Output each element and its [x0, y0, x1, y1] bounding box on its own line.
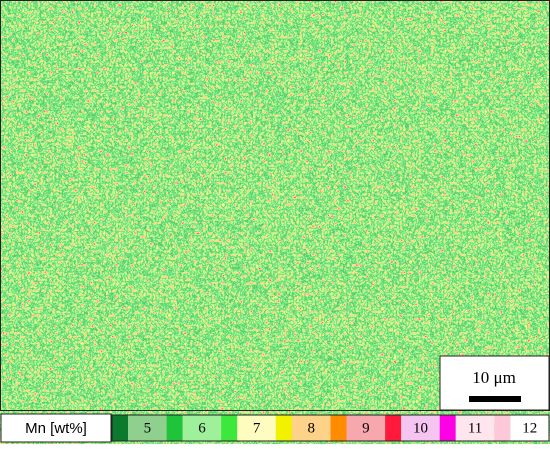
legend-cell	[510, 415, 549, 441]
legend-border	[111, 414, 550, 442]
legend-cell	[455, 415, 495, 441]
legend-tick: 9	[362, 420, 370, 436]
legend-tick: 5	[144, 420, 152, 436]
legend-marker	[330, 415, 347, 441]
element-map	[0, 0, 550, 411]
legend-title: Mn [wt%]	[25, 420, 87, 437]
legend-marker	[221, 415, 238, 441]
legend-marker	[439, 415, 456, 441]
legend-marker	[166, 415, 183, 441]
legend-tick: 7	[253, 420, 261, 436]
legend-tick: 11	[468, 420, 482, 436]
legend-tick: 10	[413, 420, 428, 436]
legend-marker	[275, 415, 292, 441]
scale-bar: 10 μm	[439, 355, 550, 411]
legend-tick: 8	[307, 420, 315, 436]
legend-tick: 6	[198, 420, 206, 436]
legend-cell	[237, 415, 276, 441]
legend-cell	[291, 415, 331, 441]
legend-marker	[494, 415, 511, 441]
legend-marker	[385, 415, 402, 441]
legend-title-box	[0, 413, 112, 443]
scale-label: 10 μm	[472, 368, 516, 387]
legend: Mn [wt%] 5 6 7 8 9 10 11 12	[0, 413, 550, 443]
scale-line	[469, 396, 521, 402]
legend-cell	[346, 415, 386, 441]
legend-cell	[401, 415, 440, 441]
legend-tick: 12	[522, 420, 537, 436]
legend-cell	[128, 415, 167, 441]
legend-cell	[182, 415, 222, 441]
legend-marker	[112, 415, 128, 441]
